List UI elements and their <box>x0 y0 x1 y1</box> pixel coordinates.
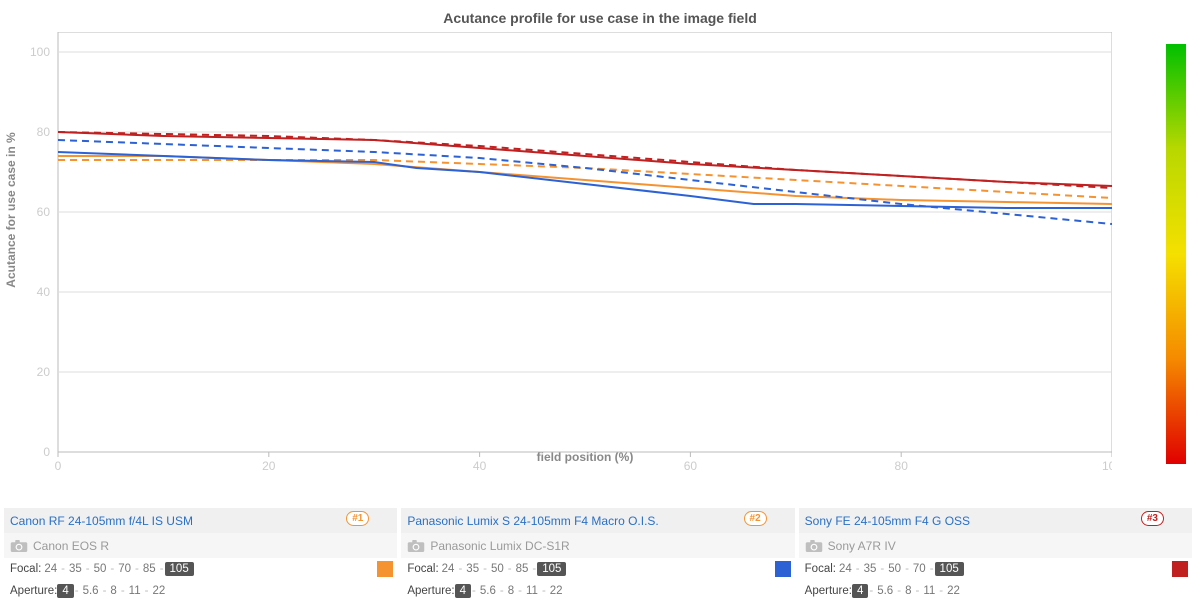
aperture-option[interactable]: 8 <box>902 585 914 597</box>
lens-link[interactable]: Canon RF 24-105mm f/4L IS USM <box>10 514 193 528</box>
aperture-selector-row: Aperture: 4 - 5.6 - 8 - 11 - 22 <box>799 580 1192 602</box>
series-color-swatch <box>1172 561 1188 577</box>
y-tick-label: 100 <box>30 45 50 59</box>
focal-option[interactable]: 35 <box>861 563 880 575</box>
y-tick-label: 60 <box>37 205 51 219</box>
focal-option[interactable]: 105 <box>537 562 566 576</box>
focal-selector-row: Focal: 24 - 35 - 50 - 70 - 105 <box>799 558 1192 580</box>
aperture-option[interactable]: 22 <box>944 585 963 597</box>
camera-name[interactable]: Panasonic Lumix DC-S1R <box>430 539 569 553</box>
camera-row: Canon EOS R <box>4 533 397 558</box>
camera-row: Sony A7R IV <box>799 533 1192 558</box>
compare-column: Sony FE 24-105mm F4 G OSS #3 Sony A7R IV F… <box>799 508 1196 602</box>
chart-svg: 0 20 40 60 80 100 0 20 40 60 80 100 <box>28 32 1112 474</box>
camera-icon <box>10 539 28 553</box>
focal-label: Focal: <box>805 563 836 575</box>
x-tick-label: 40 <box>473 459 487 473</box>
aperture-label: Aperture: <box>805 585 852 597</box>
x-tick-label: 0 <box>55 459 62 473</box>
aperture-selector-row: Aperture: 4 - 5.6 - 8 - 11 - 22 <box>401 580 794 602</box>
focal-selector-row: Focal: 24 - 35 - 50 - 70 - 85 - 105 <box>4 558 397 580</box>
focal-option[interactable]: 70 <box>910 563 929 575</box>
chart-plot-area: 020406080100020406080100 <box>28 32 1112 452</box>
x-tick-label: 100 <box>1102 459 1112 473</box>
camera-name[interactable]: Canon EOS R <box>33 539 109 553</box>
y-tick-label: 40 <box>37 285 51 299</box>
focal-option[interactable]: 35 <box>463 563 482 575</box>
aperture-option[interactable]: 5.6 <box>874 585 896 597</box>
lens-link[interactable]: Panasonic Lumix S 24-105mm F4 Macro O.I.… <box>407 514 658 528</box>
x-tick-label: 60 <box>684 459 698 473</box>
camera-icon <box>407 539 425 553</box>
focal-option[interactable]: 105 <box>165 562 194 576</box>
focal-label: Focal: <box>407 563 438 575</box>
aperture-option[interactable]: 11 <box>523 585 541 597</box>
focal-option[interactable]: 24 <box>41 563 60 575</box>
focal-option[interactable]: 85 <box>513 563 532 575</box>
aperture-option[interactable]: 5.6 <box>80 585 102 597</box>
chart-title: Acutance profile for use case in the ima… <box>0 0 1200 32</box>
camera-name[interactable]: Sony A7R IV <box>828 539 896 553</box>
series-color-swatch <box>775 561 791 577</box>
focal-option[interactable]: 50 <box>885 563 904 575</box>
rank-pill: #3 <box>1141 511 1164 526</box>
aperture-option[interactable]: 4 <box>852 584 868 598</box>
compare-column: Canon RF 24-105mm f/4L IS USM #1 Canon EO… <box>4 508 401 602</box>
y-tick-label: 80 <box>37 125 51 139</box>
aperture-option[interactable]: 8 <box>505 585 517 597</box>
focal-selector-row: Focal: 24 - 35 - 50 - 85 - 105 <box>401 558 794 580</box>
focal-option[interactable]: 50 <box>91 563 110 575</box>
focal-option[interactable]: 70 <box>115 563 134 575</box>
focal-option[interactable]: 24 <box>836 563 855 575</box>
y-tick-label: 0 <box>43 445 50 459</box>
aperture-label: Aperture: <box>407 585 454 597</box>
y-tick-label: 20 <box>37 365 51 379</box>
aperture-option[interactable]: 5.6 <box>477 585 499 597</box>
rank-pill: #2 <box>744 511 767 526</box>
camera-icon <box>805 539 823 553</box>
aperture-label: Aperture: <box>10 585 57 597</box>
aperture-option[interactable]: 22 <box>149 585 168 597</box>
x-tick-label: 20 <box>262 459 276 473</box>
series-color-swatch <box>377 561 393 577</box>
compare-column: Panasonic Lumix S 24-105mm F4 Macro O.I.… <box>401 508 798 602</box>
camera-row: Panasonic Lumix DC-S1R <box>401 533 794 558</box>
focal-option[interactable]: 24 <box>439 563 458 575</box>
y-axis-label: Acutance for use case in % <box>4 132 18 287</box>
rank-pill: #1 <box>346 511 369 526</box>
focal-option[interactable]: 35 <box>66 563 85 575</box>
aperture-option[interactable]: 11 <box>920 585 938 597</box>
aperture-selector-row: Aperture: 4 - 5.6 - 8 - 11 - 22 <box>4 580 397 602</box>
aperture-option[interactable]: 4 <box>455 584 471 598</box>
focal-option[interactable]: 105 <box>935 562 964 576</box>
focal-option[interactable]: 50 <box>488 563 507 575</box>
focal-option[interactable]: 85 <box>140 563 159 575</box>
x-tick-label: 80 <box>895 459 909 473</box>
aperture-option[interactable]: 11 <box>126 585 144 597</box>
quality-gradient-legend <box>1166 44 1186 464</box>
compare-strip: Canon RF 24-105mm f/4L IS USM #1 Canon EO… <box>4 508 1196 602</box>
aperture-option[interactable]: 8 <box>107 585 119 597</box>
aperture-option[interactable]: 4 <box>57 584 73 598</box>
focal-label: Focal: <box>10 563 41 575</box>
lens-link[interactable]: Sony FE 24-105mm F4 G OSS <box>805 514 970 528</box>
aperture-option[interactable]: 22 <box>547 585 566 597</box>
